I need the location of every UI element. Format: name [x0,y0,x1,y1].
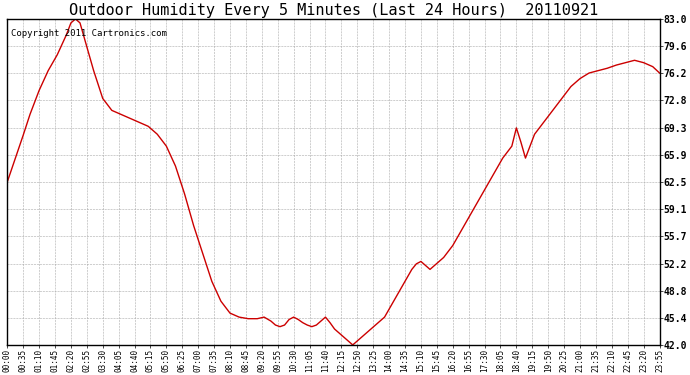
Title: Outdoor Humidity Every 5 Minutes (Last 24 Hours)  20110921: Outdoor Humidity Every 5 Minutes (Last 2… [69,3,598,18]
Text: Copyright 2011 Cartronics.com: Copyright 2011 Cartronics.com [10,29,166,38]
